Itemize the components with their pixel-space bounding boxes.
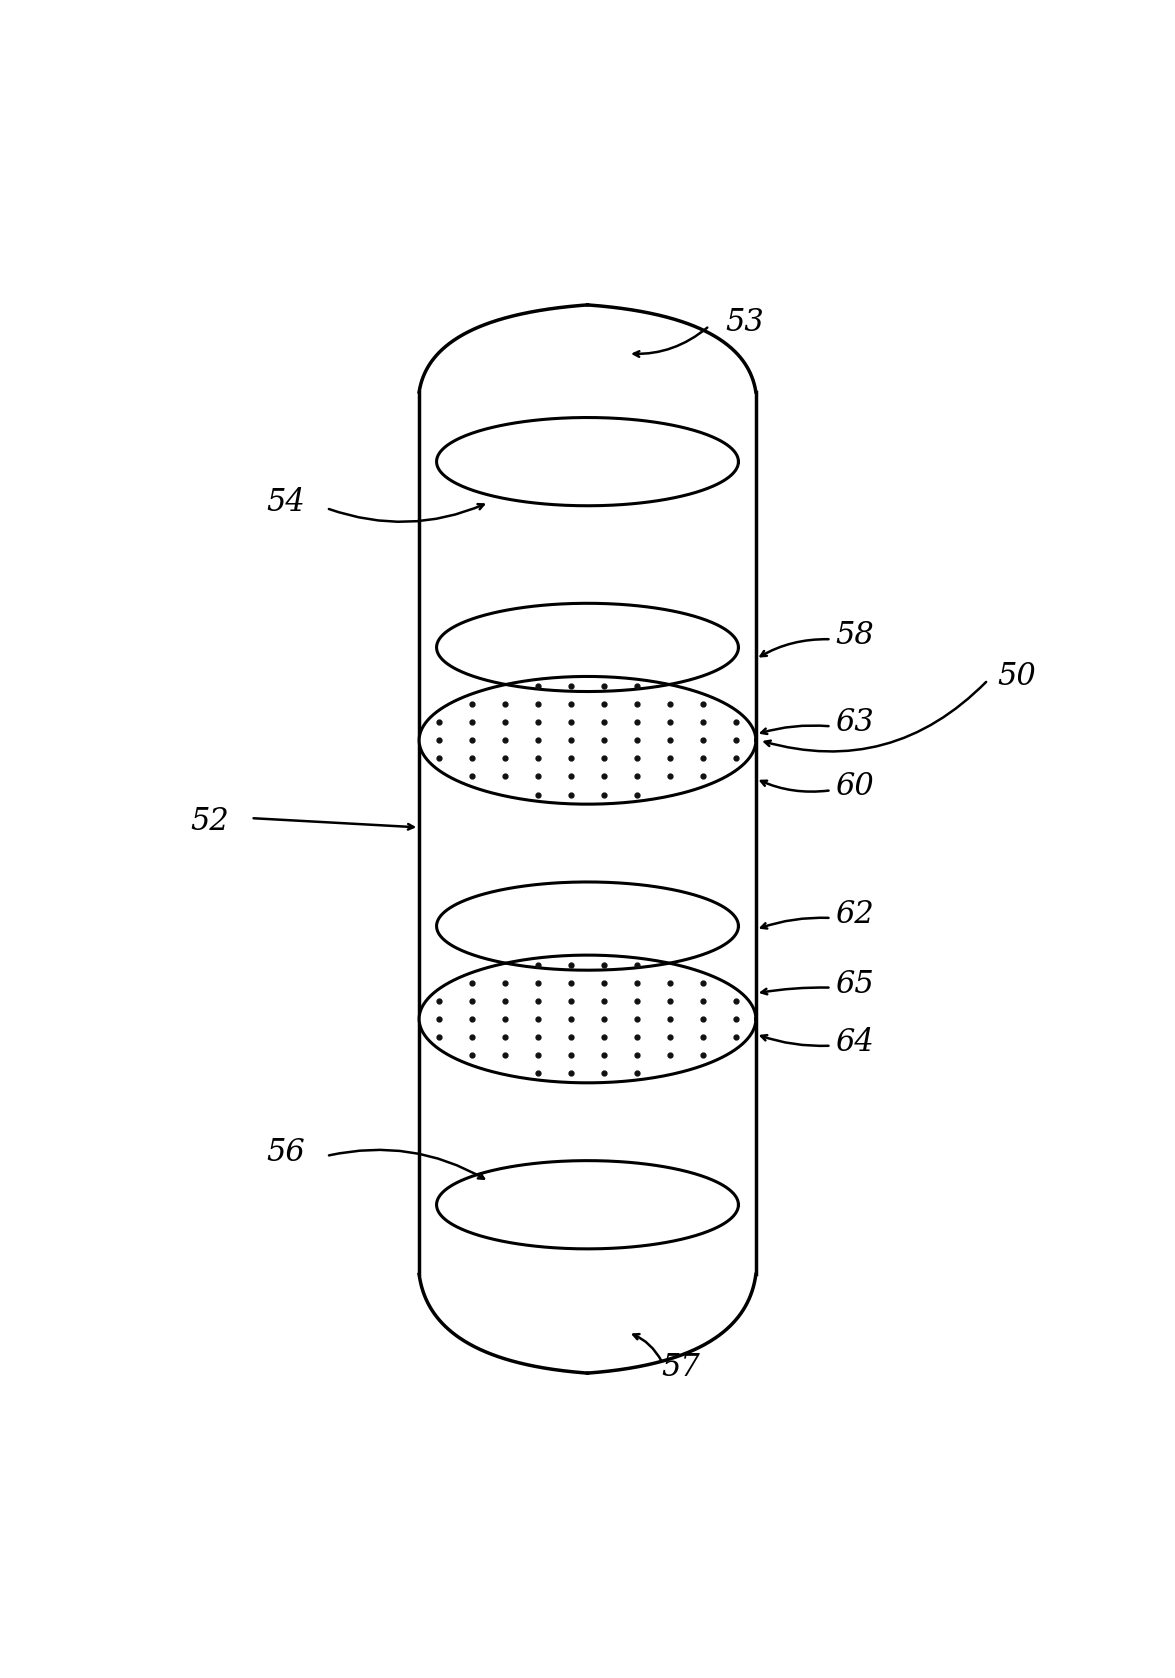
Text: 57: 57 <box>662 1352 700 1383</box>
Text: 65: 65 <box>835 968 874 1000</box>
Text: 52: 52 <box>190 805 229 837</box>
Text: 54: 54 <box>267 487 306 519</box>
Polygon shape <box>419 955 756 1082</box>
Text: 50: 50 <box>998 661 1036 691</box>
Text: 58: 58 <box>835 621 874 651</box>
Text: 63: 63 <box>835 708 874 738</box>
Polygon shape <box>437 1161 738 1248</box>
Text: 53: 53 <box>725 307 764 337</box>
Polygon shape <box>437 604 738 691</box>
Polygon shape <box>437 418 738 505</box>
Polygon shape <box>437 883 738 970</box>
Text: 64: 64 <box>835 1027 874 1057</box>
Text: 56: 56 <box>267 1138 306 1168</box>
Polygon shape <box>419 676 756 804</box>
Text: 60: 60 <box>835 772 874 802</box>
Text: 62: 62 <box>835 899 874 930</box>
